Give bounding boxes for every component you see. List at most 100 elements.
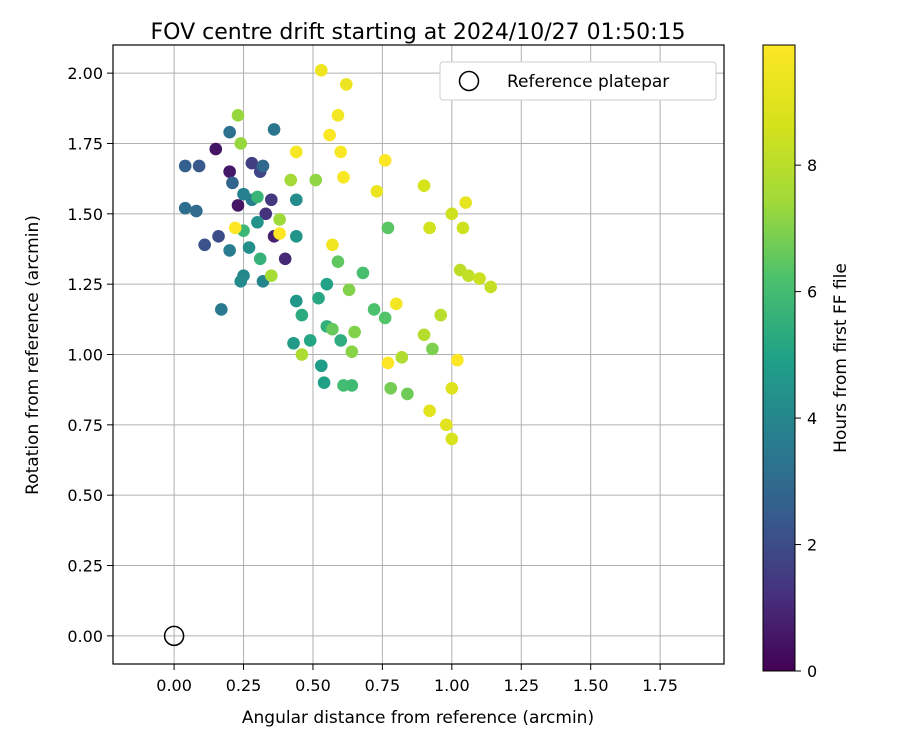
data-point [326, 322, 339, 336]
y-tick-label: 0.75 [67, 416, 103, 435]
x-tick-label: 0.00 [156, 676, 192, 695]
data-point [381, 221, 395, 235]
colorbar-tick-label: 6 [807, 283, 817, 302]
data-point [484, 280, 498, 294]
colorbar-tick-label: 2 [807, 536, 817, 555]
colorbar-label: Hours from first FF file [831, 263, 851, 453]
data-point [367, 303, 381, 316]
data-point [417, 328, 431, 342]
colorbar: 0 2 4 6 8 Hours from first FF file [762, 44, 851, 681]
colorbar-tick-label: 8 [807, 156, 817, 175]
data-point [395, 351, 409, 364]
data-point [345, 345, 359, 358]
data-point [326, 238, 339, 252]
data-point [290, 193, 303, 207]
data-point [251, 190, 264, 204]
x-tick-label: 1.25 [503, 676, 539, 695]
data-point [312, 291, 325, 305]
x-axis-label: Angular distance from reference (arcmin) [242, 708, 594, 728]
data-point [423, 404, 436, 418]
y-axis-label: Rotation from reference (arcmin) [23, 215, 43, 495]
x-axis-ticks: 0.00 0.25 0.50 0.75 1.00 1.25 1.50 1.75 [156, 664, 678, 695]
colorbar-tick-label: 0 [807, 662, 817, 681]
data-point [265, 269, 278, 283]
data-points [178, 64, 498, 446]
x-tick-label: 0.50 [295, 676, 331, 695]
y-tick-label: 1.00 [67, 346, 103, 365]
colorbar-ticks: 0 2 4 6 8 [795, 156, 817, 681]
data-point [267, 123, 281, 136]
data-point [295, 348, 309, 361]
data-point [284, 173, 298, 187]
data-point [445, 381, 459, 395]
y-axis-ticks: 0.00 0.25 0.50 0.75 1.00 1.25 1.50 1.75 2.00 [67, 64, 113, 646]
data-point [314, 359, 328, 373]
data-point [192, 159, 206, 173]
x-tick-label: 0.25 [226, 676, 262, 695]
data-point [287, 336, 300, 350]
data-point [237, 187, 250, 201]
data-point [462, 269, 475, 283]
data-point [426, 342, 439, 356]
data-point [251, 215, 264, 229]
y-tick-label: 2.00 [67, 64, 103, 83]
data-point [212, 230, 225, 243]
data-point [331, 109, 345, 122]
data-point [356, 266, 370, 280]
data-point [303, 334, 317, 347]
data-point [317, 376, 331, 389]
data-point [228, 221, 242, 235]
data-point [259, 207, 273, 221]
data-point [278, 252, 292, 266]
data-point [334, 145, 348, 159]
data-point [253, 252, 267, 266]
data-point [234, 275, 248, 288]
data-point [417, 179, 431, 192]
legend-entry-reference-platepar: Reference platepar [507, 72, 669, 92]
data-point [290, 294, 303, 308]
chart-title: FOV centre drift starting at 2024/10/27 … [151, 20, 686, 45]
colorbar-tick-label: 4 [807, 409, 817, 428]
data-point [401, 387, 414, 401]
data-point [348, 325, 361, 339]
data-point [320, 277, 334, 291]
data-point [331, 255, 345, 268]
data-point [459, 196, 473, 209]
data-point [223, 125, 236, 139]
x-tick-label: 1.75 [642, 676, 678, 695]
data-point [337, 379, 350, 392]
data-point [337, 170, 350, 184]
legend: Reference platepar [439, 61, 717, 101]
data-point [223, 165, 236, 178]
colorbar-gradient [762, 44, 796, 672]
data-point [451, 353, 464, 367]
data-point [309, 173, 323, 187]
data-point [265, 193, 278, 207]
data-point [245, 156, 259, 170]
data-point [231, 199, 245, 212]
data-point [445, 432, 459, 446]
data-point [226, 176, 239, 190]
reference-point-marker [163, 625, 185, 647]
data-point [178, 159, 192, 173]
data-point [389, 297, 403, 311]
data-point [231, 109, 245, 122]
data-point [295, 308, 309, 322]
data-point [423, 221, 436, 235]
data-point [370, 185, 384, 198]
data-point [339, 78, 353, 91]
data-point [314, 64, 328, 77]
data-point [209, 142, 223, 156]
y-tick-label: 1.25 [67, 275, 103, 294]
data-point [234, 137, 248, 150]
data-point [378, 154, 392, 167]
data-point [273, 213, 286, 226]
data-point [198, 238, 211, 252]
data-point [445, 207, 459, 221]
data-point [381, 356, 395, 370]
data-point [378, 311, 392, 325]
data-point [290, 145, 303, 159]
data-point [290, 230, 303, 243]
x-tick-label: 1.00 [434, 676, 470, 695]
